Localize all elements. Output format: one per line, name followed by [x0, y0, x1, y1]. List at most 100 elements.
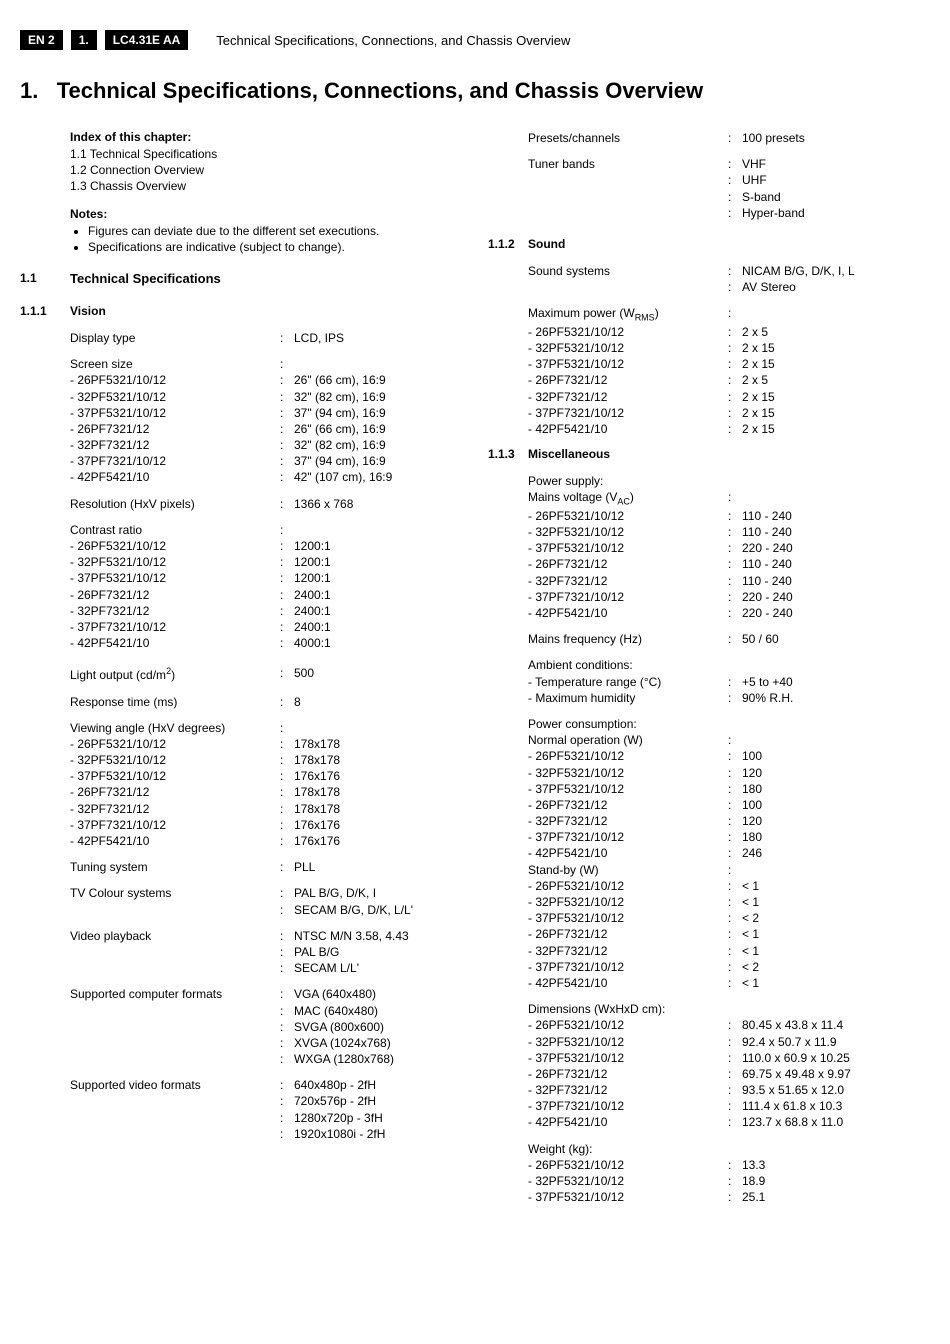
spec-row: - 26PF5321/10/12:80.45 x 43.8 x 11.4 [528, 1017, 930, 1033]
spec-label: Sound systems [528, 263, 728, 279]
spec-value: < 1 [742, 894, 930, 910]
colon: : [728, 926, 742, 942]
colon: : [280, 522, 294, 538]
spec-value: 93.5 x 51.65 x 12.0 [742, 1082, 930, 1098]
colon: : [280, 389, 294, 405]
spec-value: 2 x 15 [742, 389, 930, 405]
spec-value [742, 716, 930, 732]
index-item: 1.2 Connection Overview [70, 162, 462, 178]
spec-label: Resolution (HxV pixels) [70, 496, 280, 512]
colon: : [728, 1157, 742, 1173]
colon: : [280, 1110, 294, 1126]
header-title: Technical Specifications, Connections, a… [216, 33, 570, 48]
spec-value: 110 - 240 [742, 556, 930, 572]
spec-value: 178x178 [294, 736, 462, 752]
spec-row: Tuner bands:VHF [528, 156, 930, 172]
colon: : [728, 605, 742, 621]
colon: : [280, 1035, 294, 1051]
spec-label: - 32PF5321/10/12 [528, 1173, 728, 1189]
spec-row: - 32PF5321/10/12:2 x 15 [528, 340, 930, 356]
spec-row: - 32PF7321/12:32" (82 cm), 16:9 [70, 437, 462, 453]
colon: : [280, 453, 294, 469]
spec-row: :720x576p - 2fH [70, 1093, 462, 1109]
spec-value: 1200:1 [294, 554, 462, 570]
spec-value: PLL [294, 859, 462, 875]
spec-label: Response time (ms) [70, 694, 280, 710]
colon: : [728, 878, 742, 894]
spec-label: - 32PF5321/10/12 [528, 340, 728, 356]
spec-label: - 32PF5321/10/12 [528, 765, 728, 781]
spec-label: Mains voltage (VAC) [528, 489, 728, 508]
colon: : [280, 619, 294, 635]
spec-label [70, 1051, 280, 1067]
spec-label: - 26PF7321/12 [528, 797, 728, 813]
spec-label: - 26PF7321/12 [528, 926, 728, 942]
spec-value: SECAM B/G, D/K, L/L' [294, 902, 462, 918]
spec-row: - 26PF7321/12:100 [528, 797, 930, 813]
spec-value: +5 to +40 [742, 674, 930, 690]
spec-label: Light output (cd/m2) [70, 665, 280, 683]
spec-label: - 42PF5421/10 [528, 421, 728, 437]
spec-label: - 37PF5321/10/12 [528, 781, 728, 797]
colon: : [280, 469, 294, 485]
spec-label: - 26PF5321/10/12 [528, 1157, 728, 1173]
spec-value: S-band [742, 189, 930, 205]
spec-row: - 26PF5321/10/12:110 - 240 [528, 508, 930, 524]
colon: : [280, 833, 294, 849]
index-item: 1.3 Chassis Overview [70, 178, 462, 194]
spec-label: - 37PF7321/10/12 [70, 619, 280, 635]
spec-value: 720x576p - 2fH [294, 1093, 462, 1109]
colon: : [728, 489, 742, 508]
note-item: Specifications are indicative (subject t… [88, 239, 462, 255]
spec-value [742, 489, 930, 508]
spec-value: 123.7 x 68.8 x 11.0 [742, 1114, 930, 1130]
colon: : [728, 829, 742, 845]
spec-row: - 32PF7321/12:93.5 x 51.65 x 12.0 [528, 1082, 930, 1098]
spec-value: 1366 x 768 [294, 496, 462, 512]
spec-label: Normal operation (W) [528, 732, 728, 748]
spec-label: - 37PF7321/10/12 [70, 817, 280, 833]
colon: : [728, 975, 742, 991]
spec-value: 220 - 240 [742, 540, 930, 556]
spec-label: - 37PF7321/10/12 [528, 959, 728, 975]
spec-label: - 26PF7321/12 [70, 421, 280, 437]
colon: : [280, 1019, 294, 1035]
spec-row: - 26PF7321/12:69.75 x 49.48 x 9.97 [528, 1066, 930, 1082]
spec-value [742, 732, 930, 748]
spec-value: 220 - 240 [742, 605, 930, 621]
spec-row: - 37PF5321/10/12:220 - 240 [528, 540, 930, 556]
colon: : [728, 1017, 742, 1033]
spec-label: - 37PF5321/10/12 [528, 540, 728, 556]
spec-label: - 37PF5321/10/12 [528, 356, 728, 372]
spec-row: - 42PF5421/10:220 - 240 [528, 605, 930, 621]
colon: : [728, 910, 742, 926]
spec-label [528, 189, 728, 205]
colon: : [728, 781, 742, 797]
spec-label: - 42PF5421/10 [528, 605, 728, 621]
spec-label [70, 1035, 280, 1051]
spec-row: - 32PF5321/10/12:178x178 [70, 752, 462, 768]
colon: : [280, 752, 294, 768]
colon: : [280, 570, 294, 586]
colon: : [728, 845, 742, 861]
spec-row: - 32PF7321/12:110 - 240 [528, 573, 930, 589]
colon: : [280, 421, 294, 437]
spec-value: < 1 [742, 975, 930, 991]
spec-row: :Hyper-band [528, 205, 930, 221]
spec-row: - 37PF7321/10/12:< 2 [528, 959, 930, 975]
spec-label: - 42PF5421/10 [70, 635, 280, 651]
spec-row: Mains voltage (VAC): [528, 489, 930, 508]
spec-row: - 32PF5321/10/12:1200:1 [70, 554, 462, 570]
spec-value: 178x178 [294, 752, 462, 768]
spec-row: - 26PF5321/10/12:26" (66 cm), 16:9 [70, 372, 462, 388]
spec-row: :UHF [528, 172, 930, 188]
spec-row: - 32PF7321/12:2400:1 [70, 603, 462, 619]
sec-title: Technical Specifications [70, 271, 462, 286]
spec-value: 2 x 5 [742, 324, 930, 340]
subsec-num: 1.1.1 [20, 304, 70, 318]
spec-row: Power consumption: [528, 716, 930, 732]
spec-value: 80.45 x 43.8 x 11.4 [742, 1017, 930, 1033]
spec-label: - 32PF5321/10/12 [70, 554, 280, 570]
colon: : [728, 690, 742, 706]
spec-label: - 26PF5321/10/12 [528, 748, 728, 764]
